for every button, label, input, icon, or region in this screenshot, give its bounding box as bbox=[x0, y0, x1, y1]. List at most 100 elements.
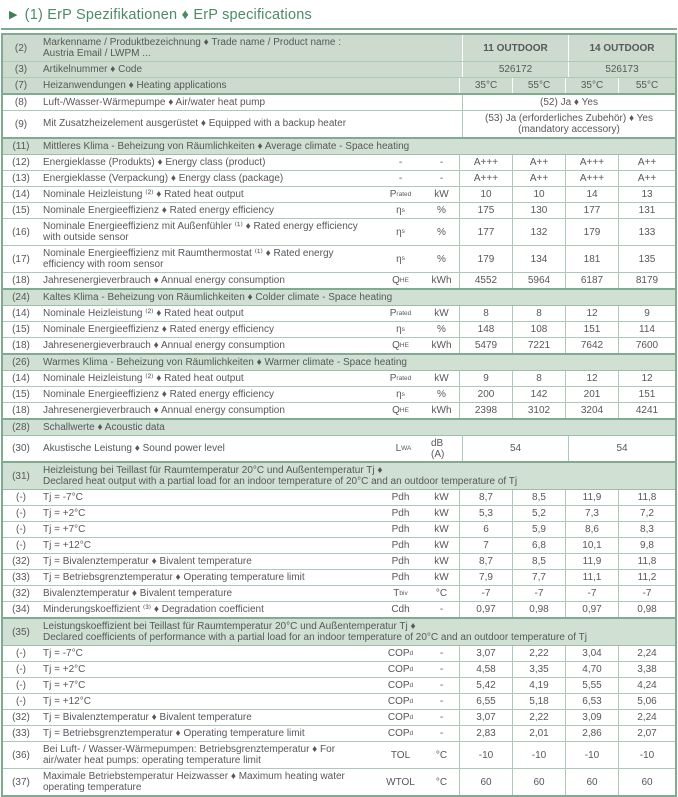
row-number: (11) bbox=[12, 141, 30, 152]
row-value: 10 bbox=[459, 187, 512, 202]
table-row: (13) Energieklasse (Verpackung) ♦ Energy … bbox=[3, 170, 675, 186]
row-label: Tj = +7°C bbox=[43, 679, 86, 691]
section-row: (31) Heizleistung bei Teillast für Raumte… bbox=[3, 461, 675, 489]
row-value: 4,19 bbox=[512, 678, 565, 693]
row-value: -7 bbox=[565, 586, 618, 601]
temp-cell: 35°C bbox=[565, 78, 618, 93]
table-row: (17) Nominale Energieeffizienz mit Raumth… bbox=[3, 245, 675, 272]
row-value: 114 bbox=[618, 322, 675, 337]
symbol-text: COP bbox=[387, 648, 410, 659]
section-label-line2: Declared coefficients of performance wit… bbox=[43, 632, 587, 643]
row-symbol: Pdh bbox=[377, 490, 424, 505]
row-symbol: COP d bbox=[387, 696, 414, 707]
row-label: Bivalenztemperatur ♦ Bivalent temperatur… bbox=[43, 587, 233, 599]
row-number: (32) bbox=[12, 556, 30, 567]
row-symbol: Pdh bbox=[377, 570, 424, 585]
row-value: 8 bbox=[459, 306, 512, 321]
table-row: (32) Tj = Bivalenztemperatur ♦ Bivalent t… bbox=[3, 553, 675, 569]
table-row: (16) Nominale Energieeffizienz mit Außenf… bbox=[3, 218, 675, 245]
symbol-text: P bbox=[389, 373, 397, 384]
row-label: Nominale Energieeffizienz ♦ Rated energy… bbox=[43, 204, 274, 216]
row-value: 13 bbox=[618, 187, 675, 202]
section-label-line1: Heizleistung bei Teillast für Raumtemper… bbox=[43, 465, 383, 476]
row-value: 60 bbox=[565, 769, 618, 795]
row-number: (7) bbox=[14, 80, 28, 91]
row-number: (15) bbox=[12, 324, 30, 335]
row-value: 133 bbox=[618, 219, 675, 245]
row-number: (30) bbox=[12, 443, 30, 454]
row-value: A+++ bbox=[565, 155, 618, 170]
row-value: 151 bbox=[618, 387, 675, 402]
row-label: Tj = +7°C bbox=[43, 523, 86, 535]
row-number: (9) bbox=[14, 118, 28, 130]
section-label-line1: Leistungskoeffizient bei Teillast für Ra… bbox=[43, 621, 416, 632]
row-label: Jahresenergieverbrauch ♦ Annual energy c… bbox=[43, 404, 285, 416]
row-number: (33) bbox=[12, 728, 30, 739]
row-value: -10 bbox=[512, 742, 565, 768]
row-value: 0,98 bbox=[512, 602, 565, 617]
row-value: 4,70 bbox=[565, 662, 618, 677]
row-unit: kW bbox=[434, 540, 449, 551]
row-unit: kWh bbox=[431, 275, 452, 286]
row-value: 5479 bbox=[459, 338, 512, 353]
row-value: 177 bbox=[459, 219, 512, 245]
applications-row: (7) Heizanwendungen ♦ Heating applicatio… bbox=[3, 77, 675, 95]
row-symbol: Pdh bbox=[377, 506, 424, 521]
row-value: 4241 bbox=[618, 403, 675, 418]
symbol-text: TOL bbox=[390, 749, 411, 761]
page-title: ▶ (1) ErP Spezifikationen ♦ ErP specific… bbox=[0, 0, 678, 28]
row-value: 3,07 bbox=[459, 646, 512, 661]
symbol-text: COP bbox=[387, 728, 410, 739]
table-row: (-) Tj = +2°C Pdh kW 5,3 5,2 7,3 7,2 bbox=[3, 505, 675, 521]
table-row: (15) Nominale Energieeffizienz ♦ Rated en… bbox=[3, 202, 675, 218]
symbol-text: - bbox=[398, 173, 403, 184]
row-value: 200 bbox=[459, 387, 512, 402]
row-label: Tj = Bivalenztemperatur ♦ Bivalent tempe… bbox=[43, 711, 252, 723]
row-value: 148 bbox=[459, 322, 512, 337]
table-row: (-) Tj = -7°C Pdh kW 8,7 8,5 11,9 11,8 bbox=[3, 489, 675, 505]
row-value: 2,83 bbox=[459, 726, 512, 741]
row-number: (31) bbox=[12, 470, 30, 482]
row-number: (-) bbox=[16, 680, 26, 691]
row-value: 2398 bbox=[459, 403, 512, 418]
row-value: 10,1 bbox=[565, 538, 618, 553]
row-value: 6,53 bbox=[565, 694, 618, 709]
row-value: 5,9 bbox=[512, 522, 565, 537]
symbol-text: T bbox=[393, 588, 400, 599]
row-unit: % bbox=[437, 324, 446, 335]
row-label: Tj = Betriebsgrenztemperatur ♦ Operating… bbox=[43, 727, 305, 739]
section-label: Schallwerte ♦ Acoustic data bbox=[43, 421, 165, 433]
temp-cell: 55°C bbox=[512, 78, 565, 93]
table-row: (18) Jahresenergieverbrauch ♦ Annual ener… bbox=[3, 402, 675, 418]
row-unit: kW bbox=[434, 492, 449, 503]
row-unit: % bbox=[437, 226, 446, 238]
row-value: 0,97 bbox=[459, 602, 512, 617]
row-label: Mit Zusatzheizelement ausgerüstet ♦ Equi… bbox=[43, 118, 347, 130]
row-value: 8,6 bbox=[565, 522, 618, 537]
row-unit: kW bbox=[434, 308, 449, 319]
symbol-text: COP bbox=[387, 664, 410, 675]
product-name-cell: 11 OUTDOOR bbox=[462, 35, 568, 61]
symbol-text: Q bbox=[392, 275, 400, 286]
row-value: 11,8 bbox=[618, 490, 675, 505]
row-value: 54 bbox=[568, 436, 675, 461]
table-row: (18) Jahresenergieverbrauch ♦ Annual ener… bbox=[3, 337, 675, 353]
row-value: 8,7 bbox=[459, 490, 512, 505]
row-value: 54 bbox=[462, 436, 568, 461]
row-symbol: Q HE bbox=[392, 340, 409, 351]
table-row: (8) Luft-/Wasser-Wärmepumpe ♦ Air/water h… bbox=[3, 95, 675, 110]
row-number: (-) bbox=[16, 540, 26, 551]
section-row: (35) Leistungskoeffizient bei Teillast fü… bbox=[3, 617, 675, 645]
row-value: 11,2 bbox=[618, 570, 675, 585]
row-value: 8,5 bbox=[512, 490, 565, 505]
row-value: 3,04 bbox=[565, 646, 618, 661]
table-row: (34) Minderungskoeffizient ⁽³⁾ ♦ Degradat… bbox=[3, 601, 675, 617]
symbol-text: Pdh bbox=[391, 540, 410, 551]
row-value: 2,01 bbox=[512, 726, 565, 741]
row-label: Artikelnummer ♦ Code bbox=[43, 63, 143, 75]
row-number: (-) bbox=[16, 648, 26, 659]
row-value: -7 bbox=[512, 586, 565, 601]
